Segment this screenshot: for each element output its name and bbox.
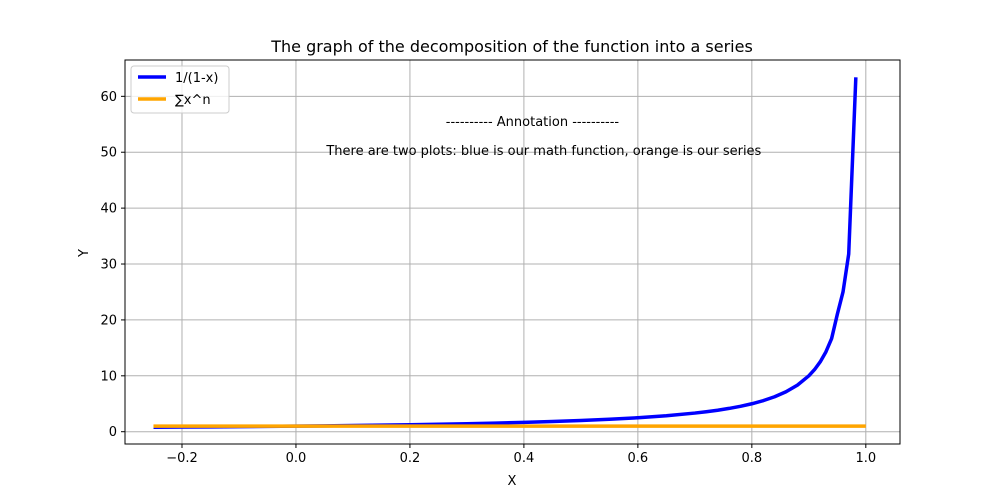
x-tick-label: 0.2 — [400, 451, 421, 466]
series-layer — [153, 77, 866, 429]
x-tick-label: 1.0 — [855, 451, 876, 466]
x-tick-label: 0.0 — [286, 451, 307, 466]
annotation-text: There are two plots: blue is our math fu… — [325, 144, 761, 159]
legend: 1/(1-x) ∑x^n — [130, 65, 230, 114]
y-tick-label: 50 — [100, 146, 117, 161]
y-tick-label: 20 — [100, 313, 117, 328]
legend-label-function: 1/(1-x) — [175, 71, 218, 86]
chart-title: The graph of the decomposition of the fu… — [270, 37, 753, 56]
x-tick-label: −0.2 — [166, 451, 198, 466]
grid-layer — [125, 60, 900, 444]
y-tick-label: 40 — [100, 202, 117, 217]
annotation-layer: ---------- Annotation ---------- There ar… — [325, 115, 761, 159]
y-tick-label: 0 — [109, 425, 117, 440]
y-axis-label: Y — [77, 249, 92, 258]
x-tick-label: 0.8 — [741, 451, 762, 466]
y-tick-label: 10 — [100, 369, 117, 384]
x-tick-label: 0.4 — [514, 451, 535, 466]
x-axis-label: X — [508, 474, 517, 489]
annotation-text: ---------- Annotation ---------- — [446, 115, 620, 130]
y-tick-label: 30 — [100, 258, 117, 273]
tick-layer: −0.2 0.0 0.2 0.4 0.6 0.8 1.0 0 10 20 30 40 50 60 — [100, 90, 876, 466]
x-tick-label: 0.6 — [628, 451, 649, 466]
y-tick-label: 60 — [100, 90, 117, 105]
plot-frame — [124, 59, 901, 445]
legend-label-series: ∑x^n — [175, 93, 211, 108]
